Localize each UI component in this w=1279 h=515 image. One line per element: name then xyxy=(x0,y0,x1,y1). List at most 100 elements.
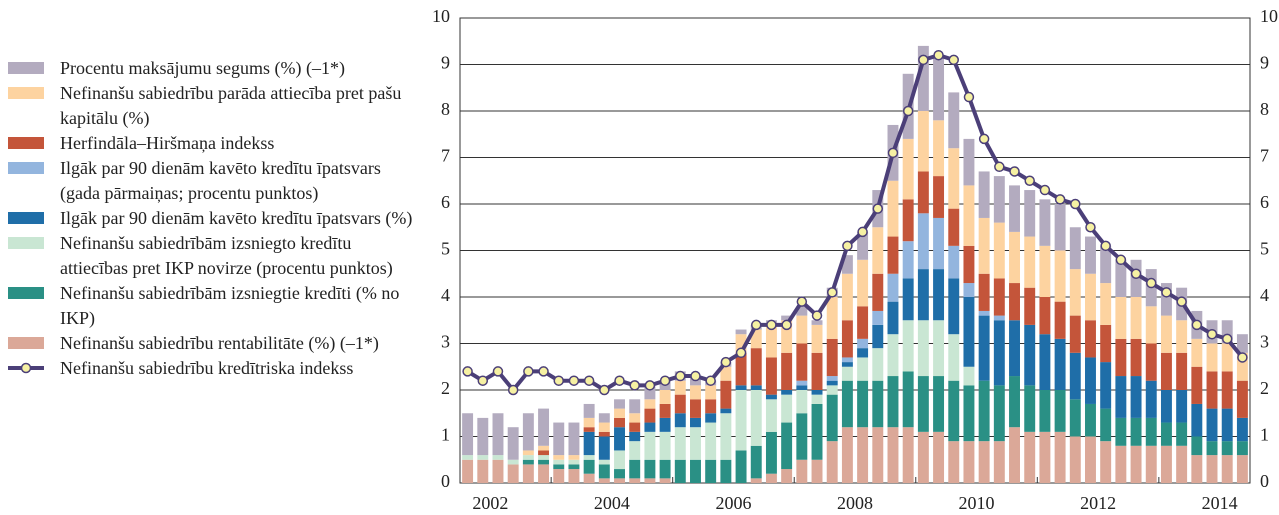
bar-segment xyxy=(765,324,777,358)
bar-segment xyxy=(1145,380,1157,418)
bar-segment xyxy=(826,380,838,386)
y-tick-label: 8 xyxy=(441,99,450,119)
bar-segment xyxy=(1130,338,1142,377)
bar-segment xyxy=(993,385,1005,442)
bar-segment xyxy=(674,380,686,395)
bar-segment xyxy=(720,413,732,460)
bar-segment xyxy=(933,376,945,432)
bar-segment xyxy=(1236,455,1248,483)
bar-segment xyxy=(1160,352,1172,390)
bar-segment xyxy=(933,269,945,321)
line-marker xyxy=(842,240,853,252)
legend-label: Herfindāla–Hiršmaņa indekss xyxy=(60,133,275,153)
bar-segment xyxy=(1191,436,1203,456)
y2-tick-label: 6 xyxy=(1260,192,1269,212)
bar-segment xyxy=(978,273,990,311)
bar-segment xyxy=(902,199,914,242)
bar-segment xyxy=(659,431,671,460)
line-marker xyxy=(690,370,701,382)
bar-segment xyxy=(553,469,565,483)
y-tick-label: 2 xyxy=(441,378,450,398)
bar-segment xyxy=(690,385,701,400)
bar-segment xyxy=(674,427,686,460)
bar-segment xyxy=(841,320,853,358)
y-tick-label: 7 xyxy=(441,146,450,166)
bar-segment xyxy=(1115,338,1127,377)
bar-segment xyxy=(872,380,884,428)
bar-segment xyxy=(902,138,914,200)
bar-segment xyxy=(796,459,808,483)
bar-segment xyxy=(614,408,625,418)
bar-segment xyxy=(644,385,656,400)
bar-segment xyxy=(857,427,869,483)
bar-segment xyxy=(841,255,853,274)
bar-segment xyxy=(674,413,686,428)
line-marker xyxy=(781,319,792,331)
bar-segment xyxy=(841,362,853,367)
bar-segment xyxy=(978,310,990,316)
bar-segment xyxy=(659,459,671,479)
bar-segment xyxy=(538,459,550,465)
bar-segment xyxy=(583,459,595,474)
bar-segment xyxy=(887,334,899,377)
bar-segment xyxy=(614,427,625,451)
bar-segment xyxy=(796,343,808,381)
index-line xyxy=(466,53,1244,392)
bar-segment xyxy=(477,417,489,456)
bar-segment xyxy=(811,390,823,395)
bar-segment xyxy=(887,273,899,302)
bar-segment xyxy=(933,431,945,483)
legend-swatch xyxy=(8,337,44,349)
bar-segment xyxy=(796,390,808,414)
line-marker xyxy=(538,366,549,377)
line-marker xyxy=(568,375,580,386)
bar-segment xyxy=(644,399,656,409)
bar-segment xyxy=(674,394,686,414)
bar-segment xyxy=(857,338,869,349)
bar-segment xyxy=(872,348,884,381)
bar-segment xyxy=(811,324,823,353)
line-marker xyxy=(978,133,990,145)
bar-segment xyxy=(841,366,853,381)
bar-segment xyxy=(811,459,823,483)
bar-segment xyxy=(629,422,641,432)
line-marker xyxy=(857,226,868,238)
bar-segment xyxy=(629,478,641,483)
bar-segment xyxy=(781,320,793,353)
line-marker xyxy=(553,375,564,386)
bar-segment xyxy=(917,45,929,111)
line-marker xyxy=(1009,166,1020,177)
bar-segment xyxy=(1130,445,1142,483)
bar-segment xyxy=(765,473,777,483)
bar-segment xyxy=(1221,441,1233,456)
bar-segment xyxy=(1176,320,1188,353)
bar-segment xyxy=(765,394,777,400)
line-marker xyxy=(811,310,823,321)
bar-segment xyxy=(811,352,823,390)
bar-segment xyxy=(826,338,838,377)
line-marker xyxy=(963,91,975,103)
bar-segment xyxy=(614,478,625,483)
bar-segment xyxy=(1054,431,1066,483)
line-marker xyxy=(872,203,884,214)
bar-segment xyxy=(720,459,732,483)
bar-segment xyxy=(826,385,838,395)
bar-segment xyxy=(507,427,519,460)
line-marker xyxy=(614,375,625,386)
bar-segment xyxy=(1085,403,1096,437)
line-marker xyxy=(507,384,519,396)
bar-segment xyxy=(811,403,823,460)
bar-segment xyxy=(1009,185,1020,232)
bar-segment xyxy=(963,138,975,186)
bar-segment xyxy=(933,120,945,177)
bar-segment xyxy=(750,329,762,349)
bar-segment xyxy=(887,376,899,428)
legend-label: Procentu maksājumu segums (%) (–1*) xyxy=(60,58,345,78)
bar-segment xyxy=(750,478,762,483)
line-marker xyxy=(720,356,732,368)
bar-segment xyxy=(750,445,762,479)
bar-segment xyxy=(705,422,717,460)
line-marker xyxy=(887,147,899,159)
bar-segment xyxy=(750,385,762,390)
bar-segment xyxy=(614,469,625,479)
